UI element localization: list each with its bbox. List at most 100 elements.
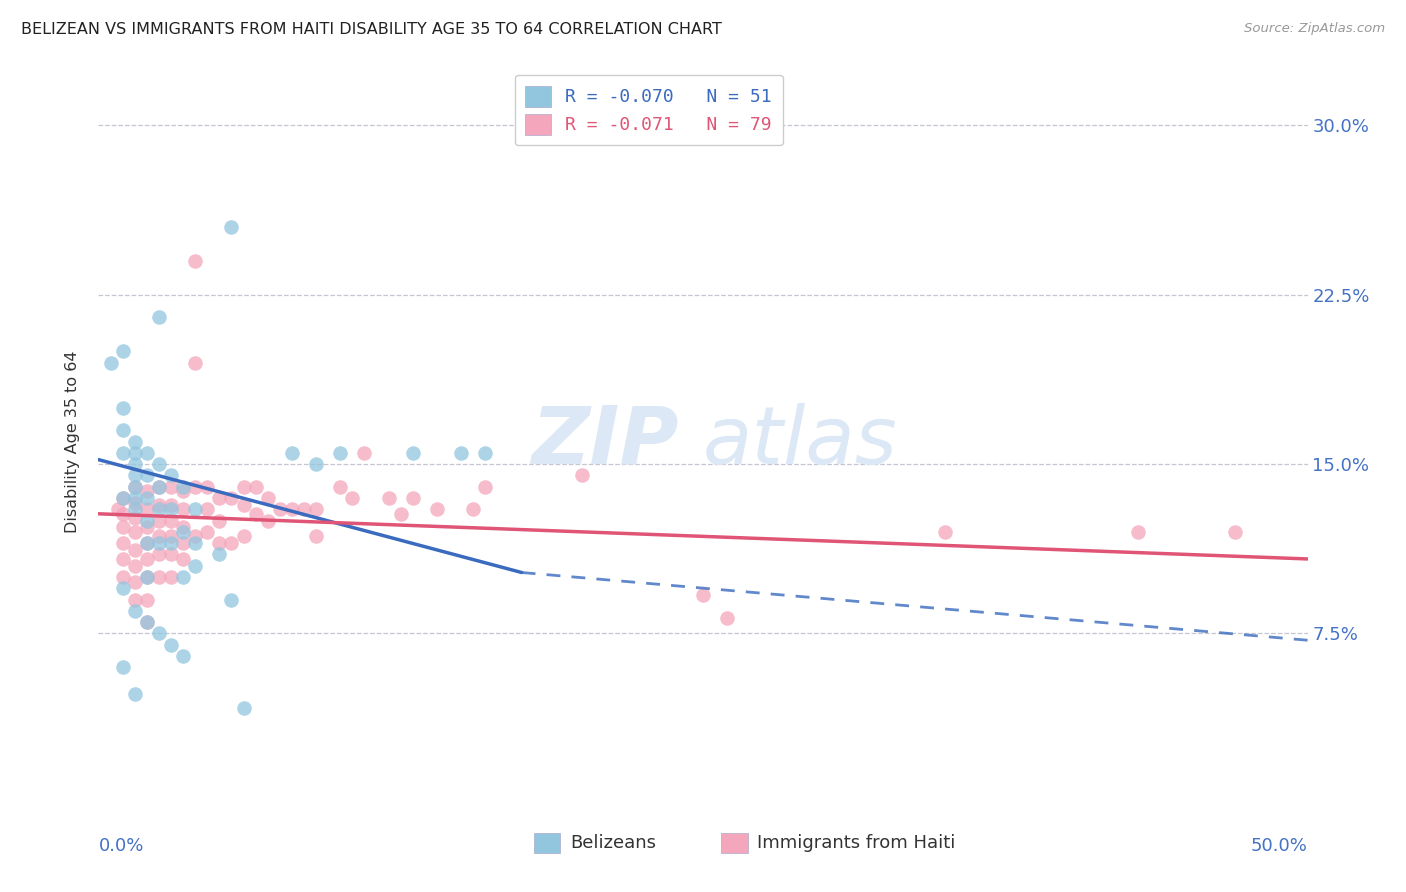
Point [124, 542, 146, 557]
Point [208, 548, 231, 562]
Point [329, 480, 352, 494]
Point [111, 536, 134, 550]
Point [184, 480, 207, 494]
Point [184, 558, 207, 573]
Point [148, 480, 170, 494]
Point [124, 480, 146, 494]
Point [148, 548, 170, 562]
Point [160, 480, 183, 494]
Text: Belizeans: Belizeans [569, 834, 657, 852]
Point [111, 344, 134, 359]
Point [172, 484, 194, 499]
Point [111, 423, 134, 437]
Point [124, 446, 146, 460]
Point [221, 592, 243, 607]
Point [474, 480, 496, 494]
Point [305, 529, 328, 543]
Point [172, 524, 194, 539]
Point [256, 514, 278, 528]
Point [329, 446, 352, 460]
Point [184, 502, 207, 516]
Point [124, 480, 146, 494]
Point [450, 446, 472, 460]
Point [135, 570, 157, 584]
Point [256, 491, 278, 505]
Point [172, 552, 194, 566]
Point [426, 502, 449, 516]
Point [148, 514, 170, 528]
Point [135, 615, 157, 630]
Point [172, 502, 194, 516]
Point [124, 574, 146, 589]
Point [160, 529, 183, 543]
FancyBboxPatch shape [534, 833, 561, 854]
Point [135, 552, 157, 566]
Point [111, 491, 134, 505]
Point [124, 502, 146, 516]
Point [184, 529, 207, 543]
Point [934, 524, 956, 539]
Point [232, 529, 254, 543]
Point [160, 536, 183, 550]
Point [305, 457, 328, 471]
Point [305, 502, 328, 516]
Point [160, 514, 183, 528]
Point [135, 484, 157, 499]
Point [208, 536, 231, 550]
Point [124, 434, 146, 449]
Point [124, 604, 146, 618]
Point [1223, 524, 1246, 539]
Point [184, 536, 207, 550]
Point [232, 498, 254, 512]
Point [281, 446, 304, 460]
Point [100, 355, 122, 369]
Point [124, 524, 146, 539]
Point [160, 468, 183, 483]
Text: 0.0%: 0.0% [98, 838, 143, 855]
Point [1128, 524, 1150, 539]
Point [111, 491, 134, 505]
Point [292, 502, 315, 516]
Point [232, 480, 254, 494]
Point [111, 582, 134, 596]
Text: BELIZEAN VS IMMIGRANTS FROM HAITI DISABILITY AGE 35 TO 64 CORRELATION CHART: BELIZEAN VS IMMIGRANTS FROM HAITI DISABI… [21, 22, 721, 37]
Point [124, 592, 146, 607]
Point [245, 480, 267, 494]
Point [148, 529, 170, 543]
Point [107, 502, 129, 516]
Point [111, 660, 134, 674]
Point [269, 502, 291, 516]
Point [135, 615, 157, 630]
Point [148, 310, 170, 325]
Text: ZIP: ZIP [531, 402, 679, 481]
Point [221, 491, 243, 505]
Point [148, 570, 170, 584]
Point [124, 495, 146, 509]
FancyBboxPatch shape [721, 833, 748, 854]
Point [474, 446, 496, 460]
Point [135, 570, 157, 584]
Point [281, 502, 304, 516]
Point [195, 480, 218, 494]
Point [135, 520, 157, 534]
Point [135, 502, 157, 516]
Point [135, 491, 157, 505]
Point [353, 446, 375, 460]
Point [111, 552, 134, 566]
Point [124, 491, 146, 505]
Point [148, 626, 170, 640]
Point [111, 446, 134, 460]
Point [124, 511, 146, 525]
Text: 50.0%: 50.0% [1251, 838, 1308, 855]
Point [402, 446, 425, 460]
Point [716, 610, 738, 624]
Legend: R = -0.070   N = 51, R = -0.071   N = 79: R = -0.070 N = 51, R = -0.071 N = 79 [515, 75, 783, 145]
Point [184, 253, 207, 268]
Point [389, 507, 412, 521]
Point [160, 498, 183, 512]
Y-axis label: Disability Age 35 to 64: Disability Age 35 to 64 [65, 351, 80, 533]
Point [124, 468, 146, 483]
Point [172, 570, 194, 584]
Point [172, 520, 194, 534]
Point [111, 520, 134, 534]
